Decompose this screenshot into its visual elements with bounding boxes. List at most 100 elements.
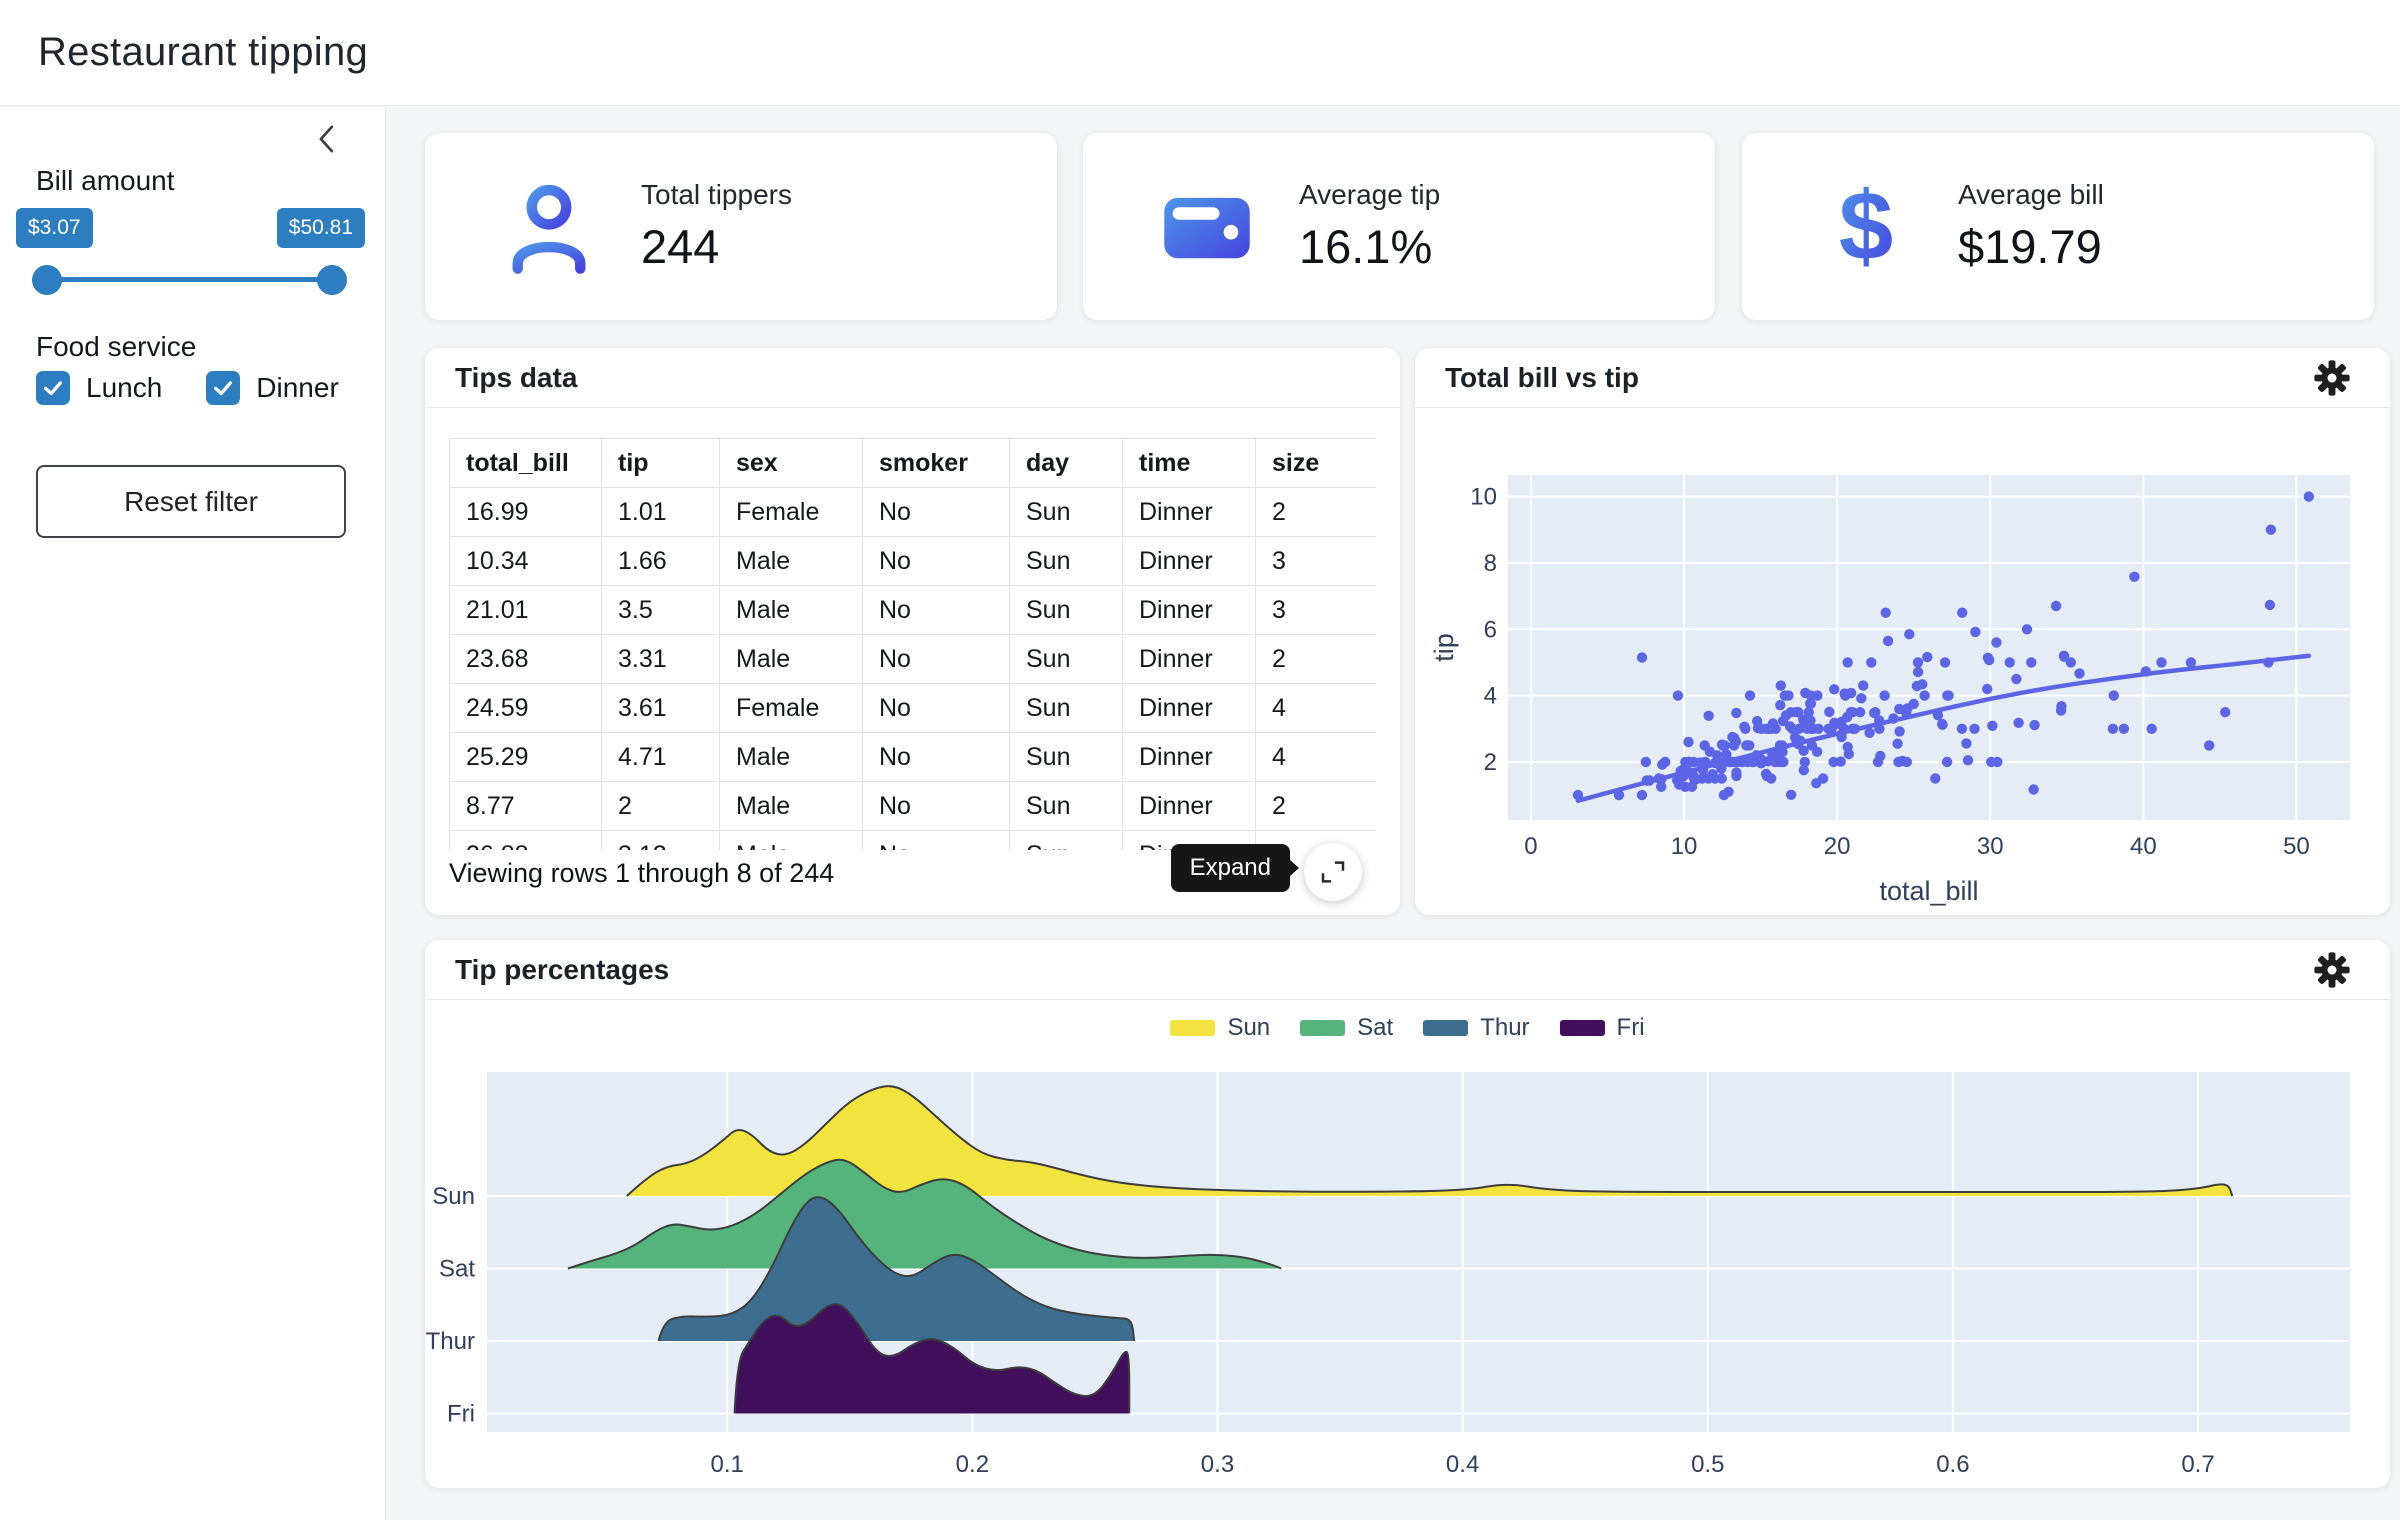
ridgeline-plot[interactable]: Sun Sat Thur Fri 0.1 0.2 0.3 0.4 0.5 0.6 0.7 xyxy=(425,1072,2390,1488)
legend-label: Thur xyxy=(1480,1014,1530,1041)
kpi-value: 16.1% xyxy=(1299,220,1433,273)
kpi-value: 244 xyxy=(641,220,720,273)
app-header: Restaurant tipping xyxy=(0,0,2400,106)
x-tick-label: 40 xyxy=(2130,833,2157,860)
table-row: 26.883.12MaleNoSunDinner4 xyxy=(449,830,1376,850)
table-row: 25.29 4.71 Male No Sun Dinner 4 xyxy=(449,732,1376,782)
legend-item-thur[interactable]: Thur xyxy=(1423,1014,1530,1042)
scatter-title: Total bill vs tip xyxy=(1445,361,1639,393)
table-row: 23.68 3.31 Male No Sun Dinner 2 xyxy=(449,634,1376,684)
table-cell: 3.12 xyxy=(601,830,720,850)
table-cell: 23.68 xyxy=(449,634,602,684)
table-cell: 2 xyxy=(1255,781,1376,831)
table-cell: Sun xyxy=(1009,634,1123,684)
y-tick-label: 10 xyxy=(1470,484,1497,511)
table-cell: Sun xyxy=(1009,536,1123,586)
table-cell: 3 xyxy=(1255,585,1376,635)
table-cell: Sun xyxy=(1009,732,1123,782)
table-cell: Dinner xyxy=(1122,487,1256,537)
check-icon xyxy=(214,381,233,396)
ridge-category-label: Fri xyxy=(447,1401,475,1428)
table-cell: Dinner xyxy=(1122,683,1256,733)
table-cell: No xyxy=(862,634,1010,684)
x-tick-label: 0 xyxy=(1524,833,1537,860)
table-cell: 2 xyxy=(1255,634,1376,684)
x-tick-label: 0.5 xyxy=(1691,1451,1724,1478)
table-cell: No xyxy=(862,830,1010,850)
lunch-checkbox-label[interactable]: Lunch xyxy=(86,372,163,403)
table-cell: 16.99 xyxy=(449,487,602,537)
table-cell: Dinner xyxy=(1122,536,1256,586)
sidebar-collapse-button[interactable] xyxy=(305,117,349,161)
y-tick-label: 4 xyxy=(1484,683,1497,710)
legend-item-sun[interactable]: Sun xyxy=(1170,1014,1270,1042)
kpi-label: Average tip xyxy=(1299,179,1441,210)
kpi-label: Total tippers xyxy=(641,179,792,210)
food-service-options: Lunch Dinner xyxy=(36,371,367,405)
legend-label: Sun xyxy=(1227,1014,1271,1041)
table-cell: 3.5 xyxy=(601,585,720,635)
table-cell: 25.29 xyxy=(449,732,602,782)
table-cell: Sun xyxy=(1009,830,1123,850)
ridge-title: Tip percentages xyxy=(455,953,670,985)
table-cell: Sun xyxy=(1009,683,1123,733)
table-cell: Female xyxy=(719,683,863,733)
table-cell: Male xyxy=(719,536,863,586)
sidebar: Bill amount $3.07 $50.81 Food service Lu… xyxy=(0,107,386,1520)
y-tick-label: 6 xyxy=(1484,616,1497,643)
expand-table-button[interactable] xyxy=(1304,843,1362,901)
gear-icon xyxy=(2314,359,2350,396)
x-tick-label: 0.6 xyxy=(1936,1451,1969,1478)
table-cell: Female xyxy=(719,487,863,537)
table-cell: 3.61 xyxy=(601,683,720,733)
table-row: 8.77 2 Male No Sun Dinner 2 xyxy=(449,781,1376,831)
wallet-icon xyxy=(1164,197,1250,258)
dinner-checkbox-label[interactable]: Dinner xyxy=(256,372,339,403)
reset-filter-button[interactable]: Reset filter xyxy=(36,465,346,538)
bill-range-slider-track[interactable] xyxy=(46,277,333,282)
tips-table: total_bill tip sex smoker day time size 16.99 1… xyxy=(449,438,1376,850)
check-icon xyxy=(44,381,62,396)
legend-item-fri[interactable]: Fri xyxy=(1559,1014,1645,1042)
table-cell: Dinner xyxy=(1122,585,1256,635)
ridge-category-label: Sun xyxy=(432,1183,475,1210)
table-cell: 3 xyxy=(1255,536,1376,586)
table-cell: Dinner xyxy=(1122,732,1256,782)
ridge-settings-button[interactable] xyxy=(2310,948,2354,992)
tips-table-viewport[interactable]: total_bill tip sex smoker day time size 16.99 1… xyxy=(449,438,1376,850)
svg-text:$: $ xyxy=(1839,177,1893,277)
y-tick-label: 2 xyxy=(1484,749,1497,776)
slider-handle-max[interactable] xyxy=(317,265,347,295)
legend-label: Sat xyxy=(1357,1014,1394,1041)
kpi-value: $19.79 xyxy=(1958,220,2102,273)
table-cell: Sun xyxy=(1009,585,1123,635)
legend-swatch xyxy=(1170,1020,1216,1036)
table-cell: 1.01 xyxy=(601,487,720,537)
table-cell: 1.66 xyxy=(601,536,720,586)
table-cell: 8.77 xyxy=(449,781,602,831)
ridge-category-label: Thur xyxy=(426,1328,475,1355)
column-header: sex xyxy=(719,438,863,488)
table-cell: No xyxy=(862,487,1010,537)
table-cell: 24.59 xyxy=(449,683,602,733)
column-header: day xyxy=(1009,438,1123,488)
table-cell: No xyxy=(862,536,1010,586)
table-cell: 2 xyxy=(1255,487,1376,537)
table-cell: 3.31 xyxy=(601,634,720,684)
slider-handle-min[interactable] xyxy=(32,265,62,295)
tip-percentages-card: Tip percentages Sun Sat Thur Fri Sun Sat Thur… xyxy=(425,940,2390,1488)
x-tick-label: 10 xyxy=(1671,833,1698,860)
x-tick-label: 30 xyxy=(1977,833,2004,860)
scatter-plot[interactable]: 2 4 6 8 10 0 10 20 30 40 50 total_bill tip xyxy=(1415,408,2390,915)
scatter-settings-button[interactable] xyxy=(2310,356,2354,400)
lunch-checkbox[interactable] xyxy=(36,371,70,405)
kpi-card-average-tip: Average tip 16.1% xyxy=(1083,133,1715,320)
table-row: 16.99 1.01 Female No Sun Dinner 2 xyxy=(449,487,1376,537)
column-header: tip xyxy=(601,438,720,488)
dinner-checkbox[interactable] xyxy=(206,371,241,405)
legend-swatch xyxy=(1300,1020,1346,1036)
table-cell: Sun xyxy=(1009,781,1123,831)
legend-item-sat[interactable]: Sat xyxy=(1300,1014,1393,1042)
slider-max-badge: $50.81 xyxy=(276,208,365,248)
legend-swatch xyxy=(1559,1020,1605,1036)
